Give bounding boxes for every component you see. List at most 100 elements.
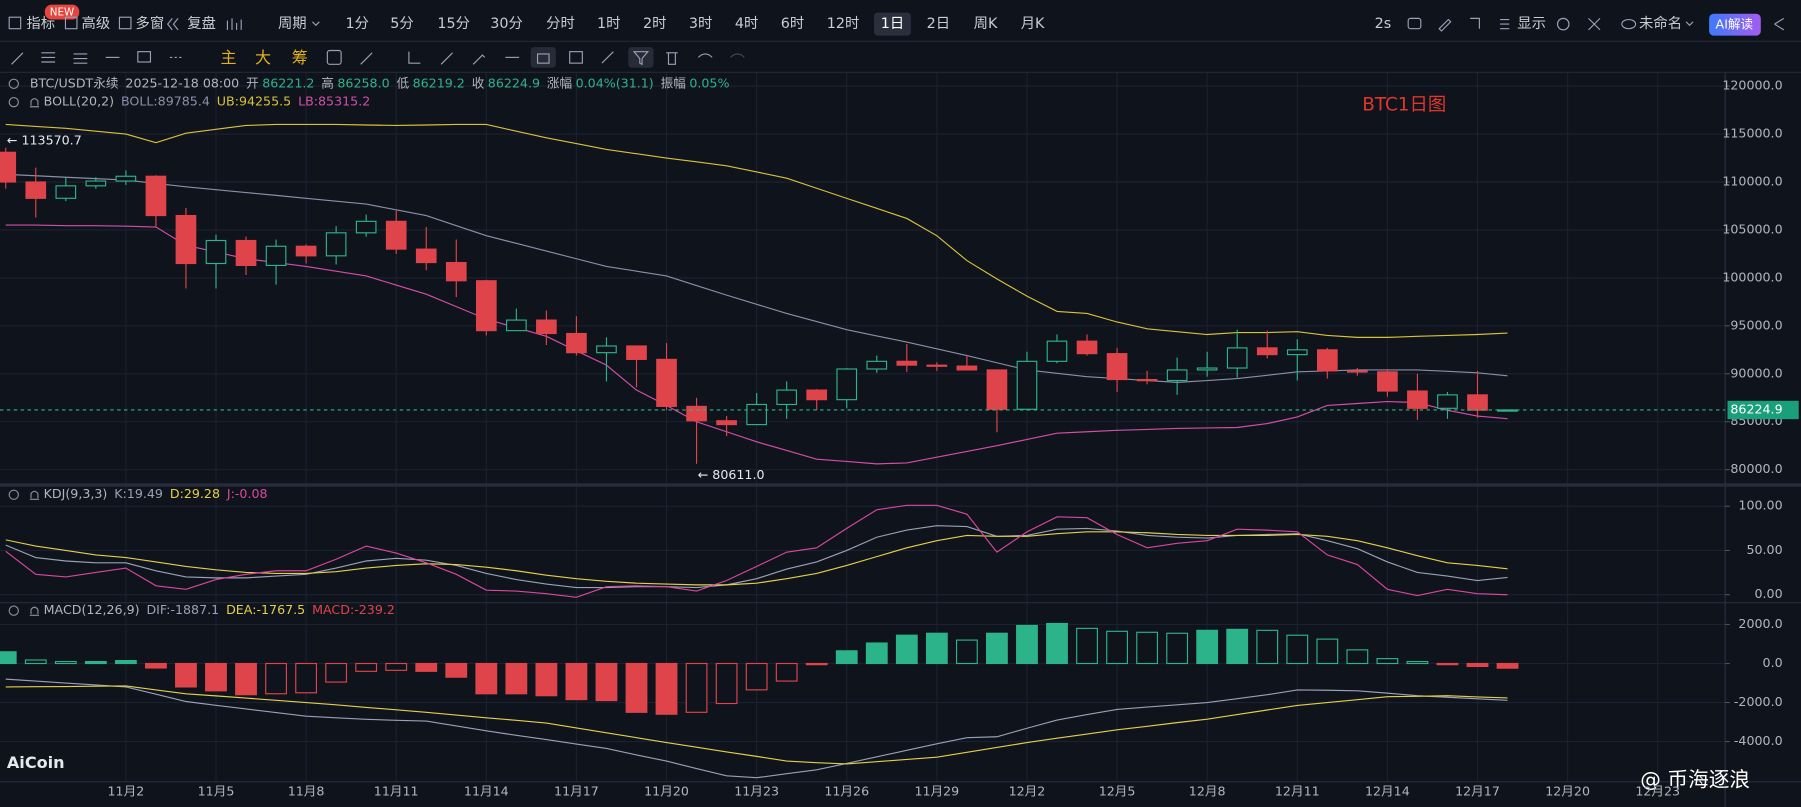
candle-body bbox=[896, 360, 918, 366]
legend-entry: DEA:-1767.5 bbox=[226, 602, 305, 617]
period[interactable]: 12时 bbox=[827, 15, 860, 32]
macd-bar bbox=[1466, 662, 1489, 668]
eye-icon bbox=[8, 78, 19, 89]
icon bbox=[1621, 18, 1637, 30]
period[interactable]: 4时 bbox=[735, 15, 758, 32]
layout-name[interactable]: 未命名 bbox=[1639, 14, 1682, 32]
period[interactable]: 3时 bbox=[689, 15, 712, 32]
period[interactable]: 5分 bbox=[390, 15, 413, 32]
tab[interactable]: 主 bbox=[221, 48, 237, 67]
period[interactable]: 1日 bbox=[881, 16, 904, 32]
candle-body bbox=[1106, 353, 1128, 381]
marks bbox=[0, 123, 1726, 779]
candle-body bbox=[385, 220, 407, 250]
macd-bar bbox=[235, 662, 257, 696]
macd-bar bbox=[925, 632, 948, 665]
indicator-name: KDJ(9,3,3) bbox=[44, 486, 108, 501]
period[interactable]: 30分 bbox=[490, 15, 523, 32]
icon[interactable] bbox=[326, 49, 342, 65]
macd-bar bbox=[1046, 622, 1068, 665]
tab[interactable]: 大 bbox=[255, 48, 271, 67]
icon bbox=[312, 21, 320, 27]
icon bbox=[1588, 17, 1601, 31]
x-tick-label: 11月5 bbox=[198, 784, 235, 799]
indicator-name: MACD(12,26,9) bbox=[44, 602, 140, 617]
candle-body bbox=[1497, 409, 1518, 412]
period[interactable]: 月K bbox=[1021, 16, 1045, 32]
eye-icon bbox=[8, 489, 19, 500]
legend-entry: LB:85315.2 bbox=[298, 94, 370, 109]
icon[interactable] bbox=[569, 51, 583, 64]
ai-button-bg[interactable] bbox=[1709, 13, 1761, 36]
toolbar-item[interactable]: 显示 bbox=[1517, 16, 1546, 32]
x-tick-label: 11月17 bbox=[554, 784, 599, 799]
toolbar-item[interactable]: 周期 bbox=[278, 15, 307, 32]
toolbar-item[interactable]: 高级 bbox=[82, 15, 111, 32]
period[interactable]: 1分 bbox=[345, 15, 368, 32]
y-tick-label: 115000.0 bbox=[1722, 126, 1782, 141]
period[interactable]: 15分 bbox=[437, 15, 470, 32]
icon[interactable] bbox=[536, 53, 550, 64]
icon[interactable] bbox=[666, 52, 678, 65]
icon[interactable] bbox=[73, 53, 88, 64]
legend-entry: MACD:-239.2 bbox=[312, 602, 395, 617]
icon bbox=[118, 16, 132, 30]
macd-bar bbox=[415, 662, 438, 672]
candle-body bbox=[536, 319, 557, 335]
icon[interactable] bbox=[697, 53, 713, 58]
icon[interactable] bbox=[137, 51, 152, 63]
candle-body bbox=[1046, 340, 1068, 362]
period[interactable]: 1时 bbox=[597, 15, 620, 32]
candle-body bbox=[506, 319, 527, 332]
candle-body bbox=[1256, 347, 1278, 356]
period[interactable]: 2时 bbox=[643, 15, 666, 32]
x-tick-label: 11月8 bbox=[288, 784, 325, 799]
icon[interactable] bbox=[472, 54, 486, 65]
toolbar-item[interactable]: 多窗 bbox=[136, 14, 165, 32]
high-annotation: ← 113570.7 bbox=[7, 132, 82, 147]
macd-bar bbox=[1316, 638, 1339, 665]
indicator-line bbox=[5, 525, 1508, 589]
ai-button[interactable]: AI解读 bbox=[1716, 17, 1754, 32]
macd-bar bbox=[385, 662, 408, 671]
indicator-line bbox=[5, 504, 1508, 598]
x-tick-label: 12月2 bbox=[1009, 784, 1046, 799]
info-label: 高 bbox=[321, 75, 334, 90]
bell-icon bbox=[29, 490, 40, 500]
macd-bar bbox=[805, 662, 828, 666]
candle-body bbox=[205, 239, 227, 265]
period[interactable]: 6时 bbox=[781, 15, 804, 32]
eye-icon bbox=[8, 605, 19, 616]
macd-bar bbox=[24, 659, 47, 665]
icon[interactable] bbox=[530, 47, 556, 68]
bell-icon bbox=[29, 98, 40, 108]
x-tick-label: 12月23 bbox=[1635, 784, 1680, 799]
legend-entry: D:29.28 bbox=[170, 486, 220, 501]
candle-body bbox=[355, 220, 377, 234]
icon[interactable] bbox=[601, 51, 614, 64]
refresh[interactable]: 2s bbox=[1375, 16, 1392, 32]
period[interactable]: 2日 bbox=[927, 16, 950, 32]
icon[interactable] bbox=[408, 51, 421, 64]
badge: NEW bbox=[50, 7, 74, 19]
macd-bar bbox=[1136, 631, 1159, 665]
symbol-info: 2025-12-18 08:00 bbox=[125, 75, 239, 90]
info-label: 振幅 bbox=[661, 75, 686, 90]
macd-bar bbox=[325, 662, 348, 683]
icon[interactable] bbox=[632, 51, 650, 66]
icon[interactable] bbox=[41, 52, 56, 63]
indicator-line bbox=[5, 685, 1508, 765]
icon[interactable] bbox=[628, 47, 654, 68]
icon[interactable] bbox=[360, 52, 373, 65]
toolbar-item[interactable]: 指标 bbox=[26, 15, 55, 32]
icon[interactable] bbox=[730, 53, 745, 58]
macd-bar bbox=[475, 662, 498, 695]
period[interactable]: 周K bbox=[974, 16, 998, 32]
toolbar-item[interactable]: 复盘 bbox=[187, 14, 216, 32]
candle-body bbox=[656, 358, 677, 407]
icon[interactable] bbox=[440, 52, 453, 65]
tab[interactable]: 筹 bbox=[292, 48, 308, 67]
icon[interactable] bbox=[11, 52, 24, 65]
macd-bar bbox=[265, 662, 287, 695]
period[interactable]: 分时 bbox=[546, 15, 575, 32]
